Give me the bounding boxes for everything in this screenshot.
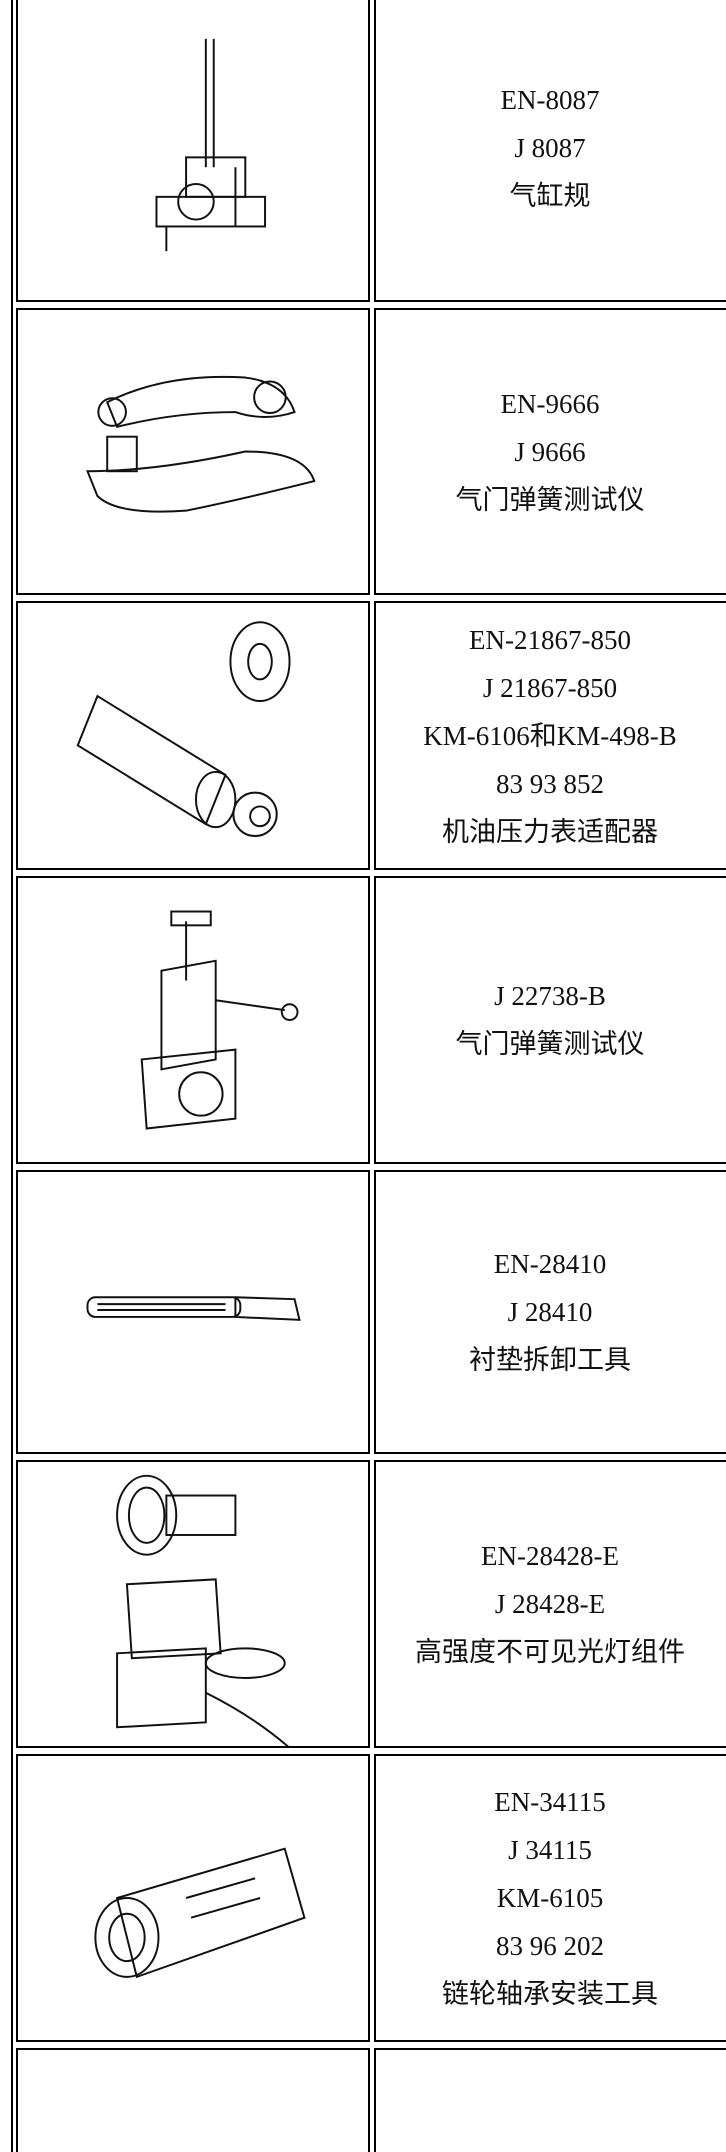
tool-text-line: 气缸规 — [509, 180, 591, 211]
tool-image-cell — [16, 0, 370, 302]
tool-text-cell: EN-34115 J 34115 KM-6105 83 96 202 链轮轴承安装工具 — [374, 1754, 726, 2042]
empty-cell — [374, 2048, 726, 2152]
tool-text-cell: J 22738-B 气门弹簧测试仪 — [374, 876, 726, 1164]
tool-text-line: 机油压力表适配器 — [442, 816, 658, 847]
tool-text-line: J 28410 — [507, 1297, 593, 1327]
tool-text-line: J 22738-B — [494, 981, 606, 1011]
tool-text-line: J 28428-E — [494, 1589, 606, 1619]
tool-text-line: J 21867-850 — [482, 672, 618, 703]
tool-image-cell — [16, 601, 370, 870]
tool-text-line: 衬垫拆卸工具 — [469, 1345, 631, 1375]
tool-image-cell — [16, 1170, 370, 1454]
tool-text-line: EN-28428-E — [481, 1541, 619, 1571]
tool-text-cell: EN-28428-E J 28428-E 高强度不可见光灯组件 — [374, 1460, 726, 1748]
tool-text-line: 链轮轴承安装工具 — [442, 1979, 658, 2009]
tool-illustration — [155, 38, 267, 252]
tool-text-line: KM-6105 — [496, 1883, 604, 1913]
tool-illustration — [94, 1847, 306, 1979]
outer-frame — [11, 0, 726, 2152]
tool-text-line: EN-9666 — [500, 388, 600, 419]
tool-text-line: 气门弹簧测试仪 — [455, 484, 645, 515]
tool-text-line: J 9666 — [514, 436, 586, 467]
empty-cell — [16, 2048, 370, 2152]
tool-illustration — [76, 621, 291, 837]
tool-text-line: EN-8087 — [500, 84, 600, 115]
tool-illustration — [86, 1296, 301, 1321]
tool-text-line: EN-34115 — [494, 1787, 606, 1817]
tool-text-cell: EN-28410 J 28410 衬垫拆卸工具 — [374, 1170, 726, 1454]
tool-illustration — [116, 1474, 289, 1746]
tool-illustration — [86, 375, 316, 513]
tool-text-line: J 34115 — [508, 1835, 592, 1865]
tool-text-line: 气门弹簧测试仪 — [455, 1029, 645, 1059]
tool-text-line: 83 96 202 — [496, 1931, 604, 1961]
tool-text-line: J 8087 — [514, 132, 586, 163]
tool-image-cell — [16, 308, 370, 595]
tool-text-line: EN-28410 — [493, 1249, 607, 1279]
tool-text-line: 高强度不可见光灯组件 — [415, 1637, 685, 1667]
tool-text-line: EN-21867-850 — [469, 624, 631, 655]
tool-text-line: 83 93 852 — [496, 768, 604, 799]
tool-image-cell — [16, 876, 370, 1164]
tool-text-cell: EN-8087 J 8087 气缸规 — [374, 0, 726, 302]
tool-image-cell — [16, 1460, 370, 1748]
tool-text-line: KM-6106和KM-498-B — [423, 720, 677, 751]
tool-image-cell — [16, 1754, 370, 2042]
tool-text-cell: EN-21867-850 J 21867-850 KM-6106和KM-498-B 8… — [374, 601, 726, 870]
tool-illustration — [140, 910, 299, 1130]
tool-text-cell: EN-9666 J 9666 气门弹簧测试仪 — [374, 308, 726, 595]
